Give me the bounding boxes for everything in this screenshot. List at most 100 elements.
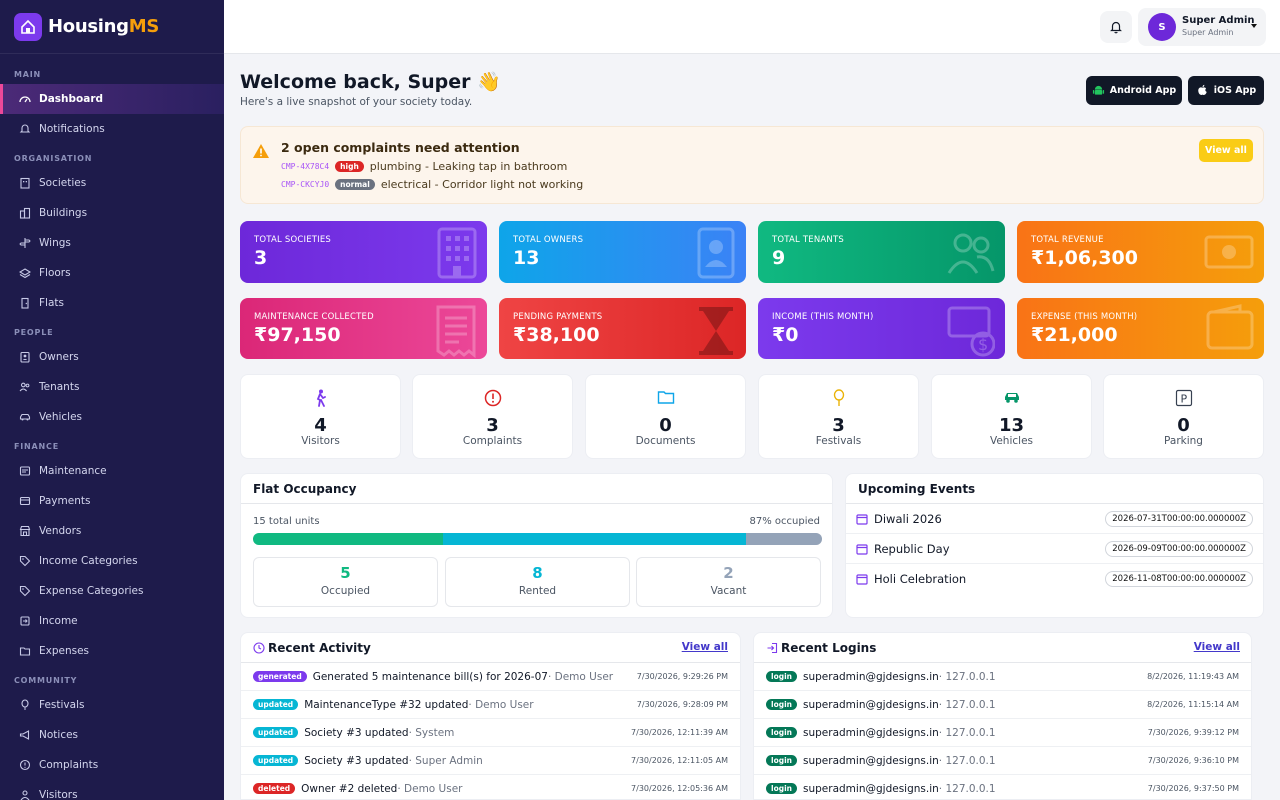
sidebar-item-festivals[interactable]: Festivals (0, 690, 224, 720)
sidebar-item-notifications[interactable]: Notifications (0, 114, 224, 144)
sidebar-item-payments[interactable]: Payments (0, 486, 224, 516)
stat-card-pending-payments[interactable]: PENDING PAYMENTS ₹38,100 (499, 298, 746, 359)
mini-card-festivals[interactable]: 3 Festivals (758, 374, 919, 459)
tag-icon (18, 585, 31, 598)
mini-card-vehicles[interactable]: 13 Vehicles (931, 374, 1092, 459)
stat-card-income-this-month[interactable]: INCOME (THIS MONTH) ₹0 $ (758, 298, 1005, 359)
mini-card-parking[interactable]: P 0 Parking (1103, 374, 1264, 459)
vacant-label: Vacant (710, 585, 747, 597)
alert-circle-icon (484, 389, 501, 407)
event-name: Holi Celebration (874, 572, 967, 586)
alert-title: 2 open complaints need attention (281, 140, 520, 155)
mini-value: 0 (659, 415, 672, 436)
ios-app-label: iOS App (1213, 85, 1257, 96)
stat-card-total-revenue[interactable]: TOTAL REVENUE ₹1,06,300 (1017, 221, 1264, 283)
login-ip: · 127.0.0.1 (938, 670, 996, 683)
user-menu[interactable]: S Super Admin Super Admin (1138, 8, 1266, 46)
rented-box: 8 Rented (445, 557, 630, 607)
activity-row[interactable]: updated MaintenanceType #32 updated · Dem… (241, 691, 740, 719)
complaint-row[interactable]: CMP-4X78C4 high plumbing - Leaking tap i… (281, 160, 567, 173)
section-main: MAIN (14, 70, 42, 79)
login-row[interactable]: login superadmin@gjdesigns.in · 127.0.0.1… (754, 775, 1251, 799)
android-app-button[interactable]: Android App (1086, 76, 1182, 105)
event-date: 2026-07-31T00:00:00.000000Z (1105, 510, 1253, 527)
sidebar-item-complaints[interactable]: Complaints (0, 750, 224, 780)
stat-card-maintenance-collected[interactable]: MAINTENANCE COLLECTED ₹97,150 (240, 298, 487, 359)
wallet-icon (1206, 304, 1254, 350)
sidebar-item-expenses[interactable]: Expenses (0, 636, 224, 666)
sidebar-item-dashboard[interactable]: Dashboard (0, 84, 224, 114)
view-all-complaints-button[interactable]: View all (1199, 139, 1253, 162)
sidebar-item-maintenance[interactable]: Maintenance (0, 456, 224, 486)
activity-view-all-link[interactable]: View all (681, 641, 728, 653)
warning-icon (253, 144, 269, 158)
rented-value: 8 (532, 564, 543, 582)
login-row[interactable]: login superadmin@gjdesigns.in · 127.0.0.1… (754, 747, 1251, 775)
sidebar-item-flats[interactable]: Flats (0, 288, 224, 318)
sidebar-item-notices[interactable]: Notices (0, 720, 224, 750)
login-time: 7/30/2026, 9:37:50 PM (1147, 784, 1239, 793)
mini-label: Complaints (462, 435, 523, 447)
sidebar-item-buildings[interactable]: Buildings (0, 198, 224, 228)
calendar-icon (856, 574, 868, 585)
event-item[interactable]: Holi Celebration 2026-11-08T00:00:00.000… (846, 564, 1263, 594)
activity-row[interactable]: deleted Owner #2 deleted · Demo User 7/30/… (241, 775, 740, 799)
login-row[interactable]: login superadmin@gjdesigns.in · 127.0.0.1… (754, 691, 1251, 719)
login-tag: login (766, 699, 798, 710)
vacant-value: 2 (723, 564, 734, 582)
stat-card-total-societies[interactable]: TOTAL SOCIETIES 3 (240, 221, 487, 283)
occupied-label: Occupied (320, 585, 371, 597)
sidebar-item-floors[interactable]: Floors (0, 258, 224, 288)
logins-view-all-link[interactable]: View all (1193, 641, 1240, 653)
sidebar-item-visitors[interactable]: Visitors (0, 780, 224, 800)
walking-person-icon (316, 389, 326, 407)
sidebar-item-label: Notices (39, 729, 79, 741)
complaint-code: CMP-4X78C4 (281, 162, 330, 171)
sidebar-item-tenants[interactable]: Tenants (0, 372, 224, 402)
sidebar-item-label: Payments (39, 495, 91, 507)
sidebar-item-label: Floors (39, 267, 71, 279)
activity-row[interactable]: updated Society #3 updated · Super Admin 7… (241, 747, 740, 775)
event-item[interactable]: Diwali 2026 2026-07-31T00:00:00.000000Z (846, 504, 1263, 534)
ios-app-button[interactable]: iOS App (1188, 76, 1264, 105)
section-finance: FINANCE (14, 442, 59, 451)
stat-card-expense-this-month[interactable]: EXPENSE (THIS MONTH) ₹21,000 (1017, 298, 1264, 359)
priority-badge: high (335, 161, 364, 172)
complaint-row[interactable]: CMP-CKCYJ0 normal electrical - Corridor … (281, 178, 583, 191)
sidebar-item-owners[interactable]: Owners (0, 342, 224, 372)
section-people: PEOPLE (14, 328, 54, 337)
activity-row[interactable]: generated Generated 5 maintenance bill(s)… (241, 663, 740, 691)
sidebar-item-expense-categories[interactable]: Expense Categories (0, 576, 224, 606)
event-item[interactable]: Republic Day 2026-09-09T00:00:00.000000Z (846, 534, 1263, 564)
brand[interactable]: HousingMS (0, 0, 224, 54)
login-tag: login (766, 671, 798, 682)
stat-card-total-owners[interactable]: TOTAL OWNERS 13 (499, 221, 746, 283)
recent-activity-panel: Recent Activity View all generated Genera… (240, 632, 741, 800)
activity-time: 7/30/2026, 12:11:05 AM (631, 756, 728, 765)
mini-card-visitors[interactable]: 4 Visitors (240, 374, 401, 459)
sidebar-item-societies[interactable]: Societies (0, 168, 224, 198)
section-organisation: ORGANISATION (14, 154, 93, 163)
mini-card-complaints[interactable]: 3 Complaints (412, 374, 573, 459)
stat-card-total-tenants[interactable]: TOTAL TENANTS 9 (758, 221, 1005, 283)
sidebar-item-label: Vehicles (39, 411, 83, 423)
recent-logins-panel: Recent Logins View all login superadmin@g… (753, 632, 1252, 800)
mini-label: Festivals (815, 435, 862, 447)
login-row[interactable]: login superadmin@gjdesigns.in · 127.0.0.1… (754, 719, 1251, 747)
activity-user: · Demo User (547, 670, 614, 683)
panel-title: Flat Occupancy (241, 474, 832, 504)
activity-tag: generated (253, 671, 307, 682)
sidebar-item-vendors[interactable]: Vendors (0, 516, 224, 546)
sidebar-item-income-categories[interactable]: Income Categories (0, 546, 224, 576)
login-row[interactable]: login superadmin@gjdesigns.in · 127.0.0.1… (754, 663, 1251, 691)
bar-segment-occupied (253, 533, 443, 545)
topbar: S Super Admin Super Admin (224, 0, 1280, 54)
notifications-button[interactable] (1100, 11, 1132, 43)
sidebar-item-income[interactable]: Income (0, 606, 224, 636)
login-email: superadmin@gjdesigns.in (803, 782, 939, 795)
sidebar-item-wings[interactable]: Wings (0, 228, 224, 258)
mini-card-documents[interactable]: 0 Documents (585, 374, 746, 459)
activity-row[interactable]: updated Society #3 updated · System 7/30/2… (241, 719, 740, 747)
sidebar-item-vehicles[interactable]: Vehicles (0, 402, 224, 432)
tag-icon (18, 555, 31, 568)
